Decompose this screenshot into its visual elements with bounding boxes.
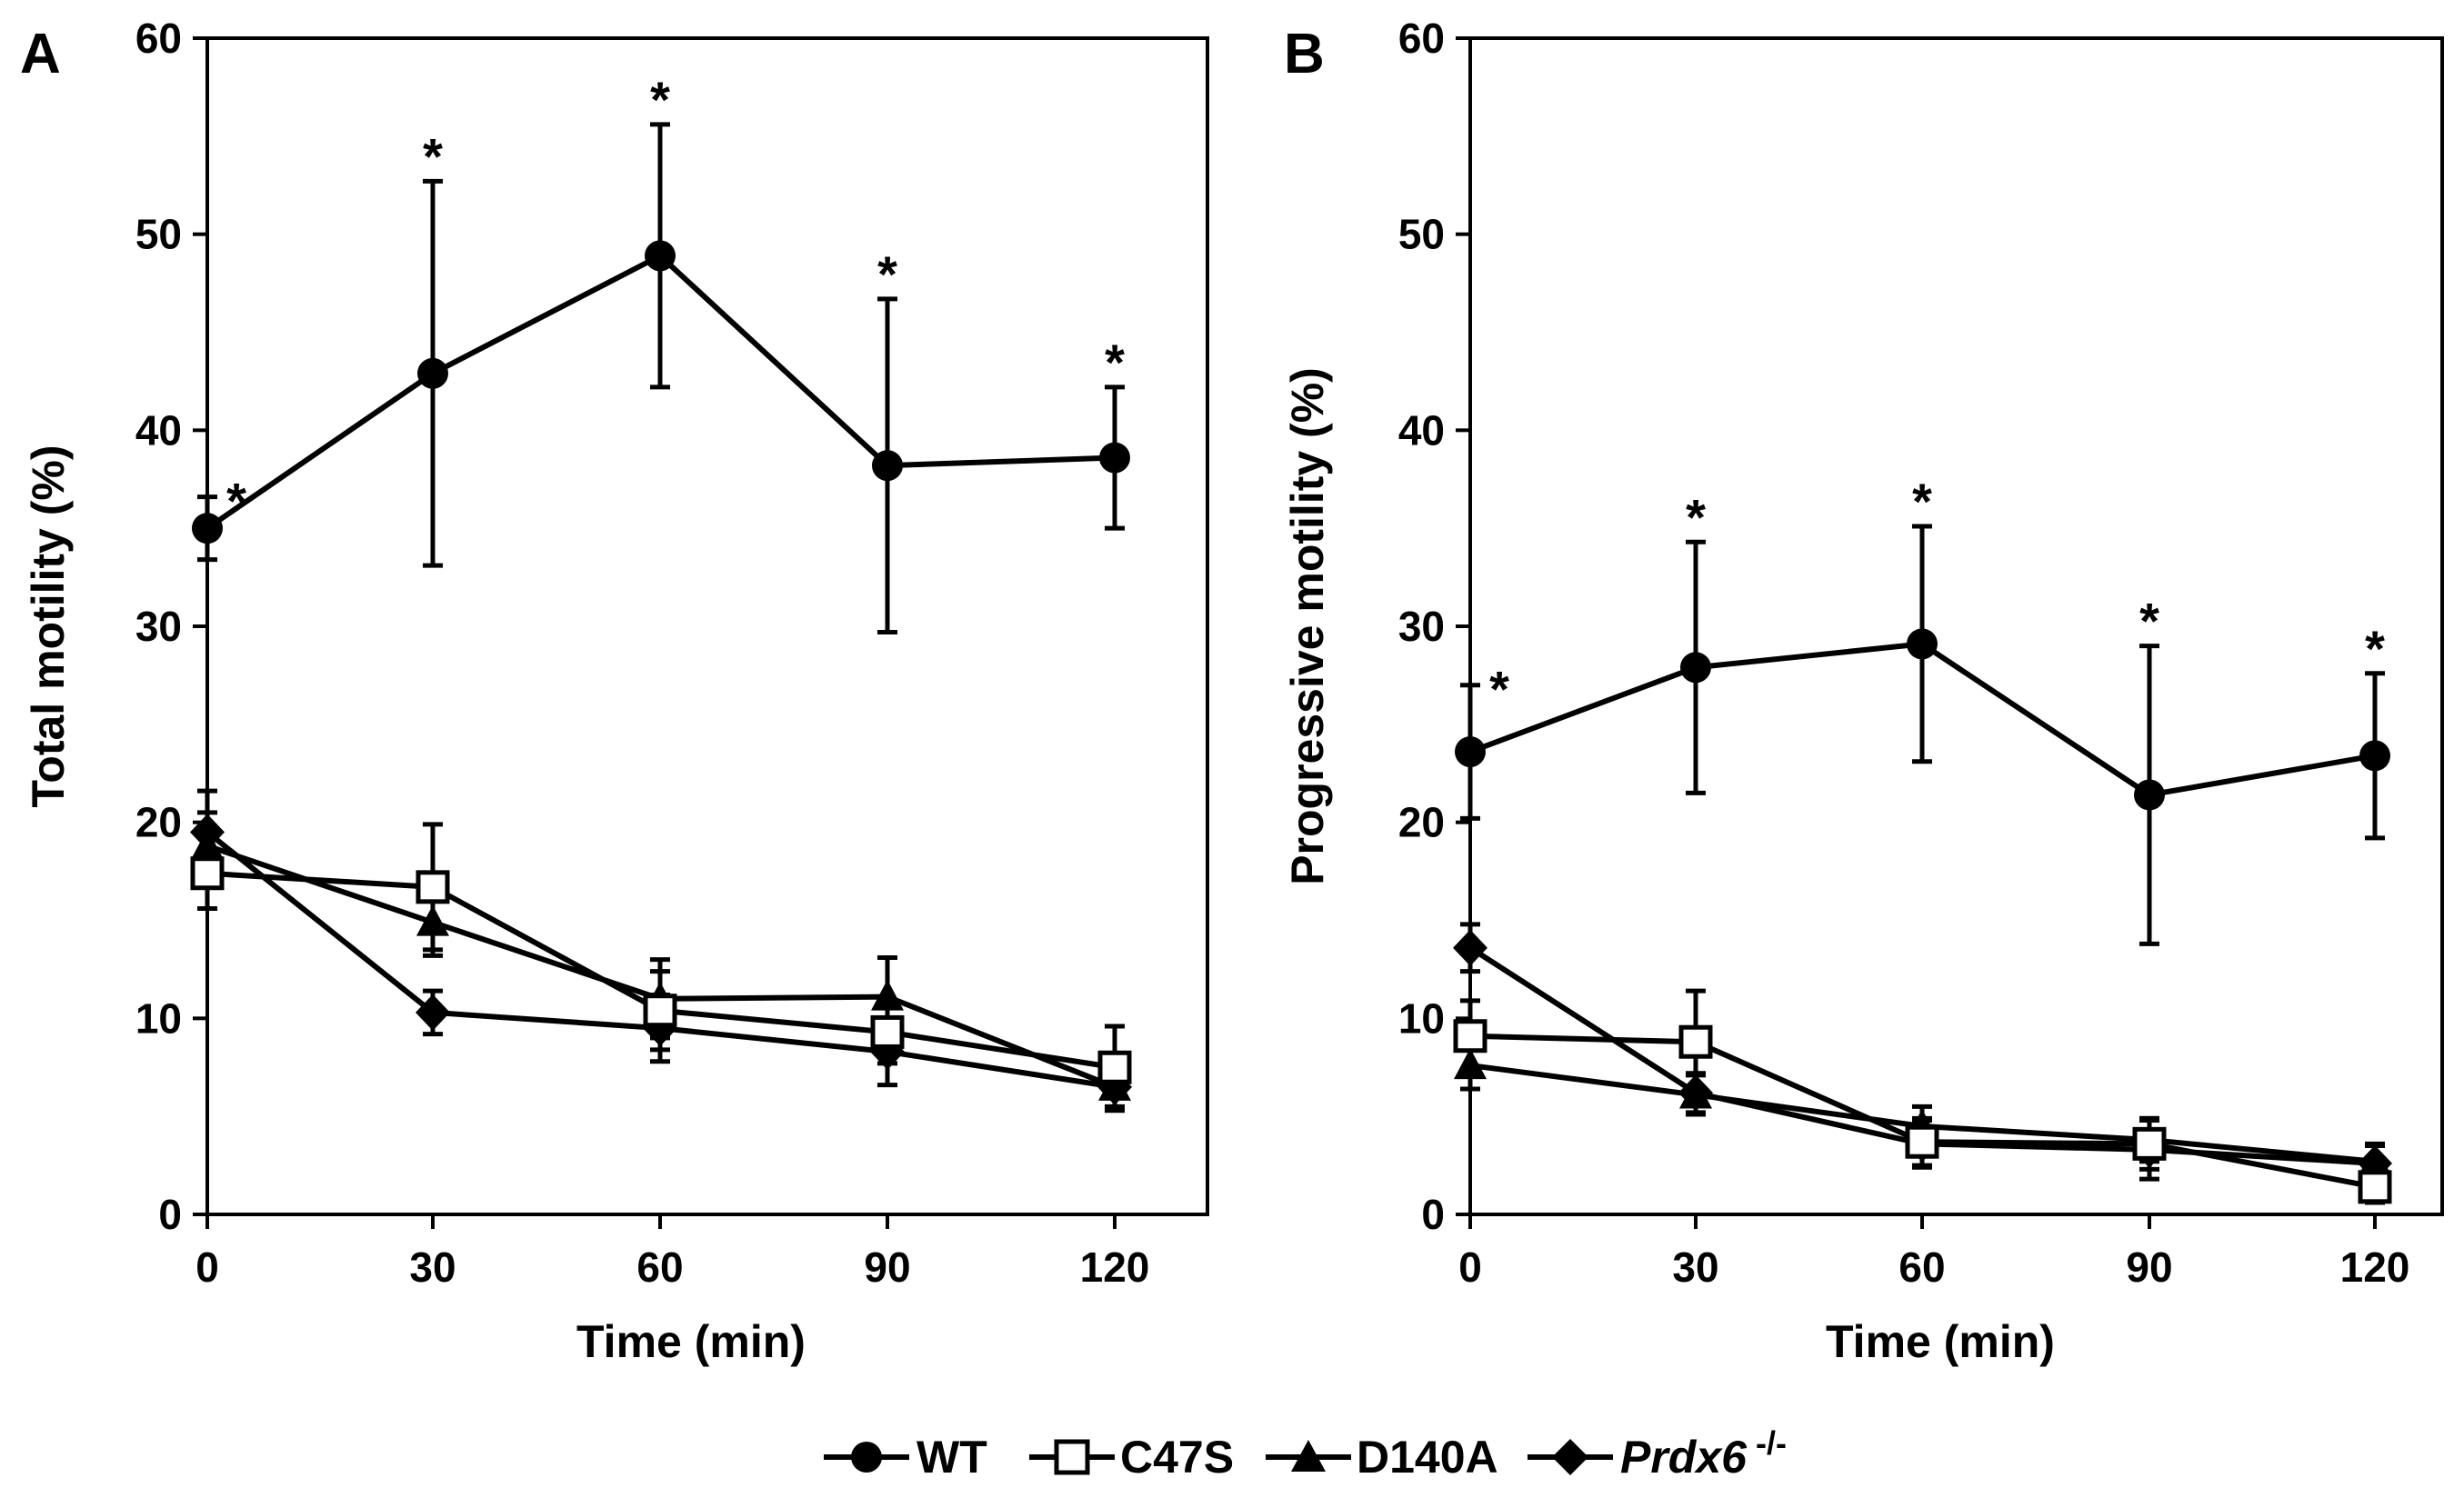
panel-b-y-tick-label: 60 [1398, 15, 1445, 62]
legend-item-c47s: C47S [1029, 1432, 1234, 1483]
panel-b-significance-star: * [1489, 661, 1509, 718]
panel-b-wt-point [1907, 628, 1938, 660]
panel-b-prdx6-point [1453, 929, 1487, 966]
legend-item-d140a: D140A [1266, 1432, 1498, 1483]
legend-item-wt: WT [824, 1432, 987, 1483]
legend-label-prdx6: Prdx6 -/- [1620, 1424, 1787, 1483]
legend-prdx6-gene: Prdx6 [1620, 1432, 1748, 1483]
panel-a: A 0 10 20 30 40 50 60 0 30 60 90 120 * * * * * Time (mi… [20, 15, 1209, 1367]
panel-a-c47s-point [1097, 1050, 1132, 1084]
panel-b-c47s-point [2358, 1170, 2392, 1204]
legend-label-c47s: C47S [1120, 1432, 1234, 1483]
panel-a-significance-star: * [877, 245, 897, 303]
panel-b-significance-stars: * * * * * [1489, 473, 2385, 718]
panel-a-y-tick-label: 0 [158, 1191, 182, 1238]
panel-a-y-tick-label: 30 [135, 603, 182, 650]
panel-a-c47s-point [416, 870, 450, 904]
panel-a-significance-star: * [226, 473, 246, 530]
panel-a-c47s-point [643, 994, 677, 1028]
panel-a-y-tick-label: 40 [135, 406, 182, 454]
panel-a-x-tick-label: 0 [195, 1243, 219, 1291]
panel-a-wt-point [872, 450, 903, 482]
panel-b-c47s-point [1453, 1019, 1487, 1054]
panel-a-x-tick-label: 120 [1080, 1243, 1150, 1291]
panel-b-d140a-point [2359, 1143, 2391, 1175]
panel-a-wt-point [645, 240, 676, 272]
panel-b-significance-star: * [1912, 473, 1932, 530]
panel-b-y-tick-label: 30 [1398, 603, 1445, 650]
panel-b-series [1453, 524, 2392, 1205]
legend-c47s-square-marker [1054, 1439, 1090, 1475]
panel-a-y-tick-label: 50 [135, 211, 182, 258]
panel-b-y-tick-label: 40 [1398, 406, 1445, 454]
panel-b-wt-point [2134, 779, 2165, 811]
panel-b-y-tick-label: 50 [1398, 211, 1445, 258]
panel-b-x-tick-label: 0 [1458, 1243, 1482, 1291]
panel-a-x-tick-label: 90 [864, 1243, 910, 1291]
panel-b-y-tick-label: 10 [1398, 994, 1445, 1042]
panel-a-ticks: 0 10 20 30 40 50 60 0 30 60 90 120 [135, 15, 1150, 1291]
panel-b-letter: B [1284, 23, 1325, 85]
panel-b-significance-star: * [2365, 620, 2385, 677]
panel-a-wt-point [192, 513, 223, 544]
panel-a-letter: A [20, 23, 61, 85]
panel-b-x-tick-label: 120 [2340, 1243, 2410, 1291]
panel-a-y-tick-label: 60 [135, 15, 182, 62]
panel-a-c47s-point [190, 856, 225, 891]
panel-b-y-tick-label: 0 [1421, 1191, 1445, 1238]
panel-a-x-tick-label: 60 [636, 1243, 683, 1291]
panel-b: B 0 10 20 30 40 50 60 0 30 60 90 120 * * * * * Time (mi… [1282, 15, 2444, 1367]
panel-b-c47s-point [1905, 1124, 1939, 1159]
panel-b-x-tick-label: 60 [1898, 1243, 1945, 1291]
panel-b-significance-star: * [1686, 488, 1706, 545]
panel-b-x-tick-label: 30 [1672, 1243, 1718, 1291]
legend-d140a-triangle-marker [1291, 1440, 1326, 1472]
panel-a-wt-point [417, 357, 448, 389]
panel-b-y-tick-label: 20 [1398, 799, 1445, 846]
panel-b-wt-point [1680, 652, 1711, 684]
panel-a-y-tick-label: 10 [135, 994, 182, 1042]
panel-a-significance-star: * [1105, 334, 1125, 391]
legend-label-d140a: D140A [1357, 1432, 1498, 1483]
panel-b-y-axis-title: Progressive motility (%) [1282, 367, 1333, 885]
legend-prdx6-diamond-marker [1552, 1439, 1588, 1475]
panel-a-prdx6-point [416, 994, 450, 1031]
panel-b-x-tick-label: 90 [2126, 1243, 2172, 1291]
legend-label-wt: WT [916, 1432, 987, 1483]
panel-a-significance-stars: * * * * * [226, 71, 1125, 530]
panel-a-significance-star: * [650, 71, 670, 128]
legend-item-prdx6: Prdx6 -/- [1527, 1424, 1787, 1483]
panel-a-wt-point [1099, 442, 1130, 474]
panel-b-x-axis-title: Time (min) [1826, 1316, 2055, 1367]
panel-b-ticks: 0 10 20 30 40 50 60 0 30 60 90 120 [1398, 15, 2410, 1291]
panel-b-significance-star: * [2139, 593, 2159, 650]
panel-a-x-axis-title: Time (min) [576, 1316, 806, 1367]
panel-a-y-tick-label: 20 [135, 799, 182, 846]
panel-a-c47s-point [870, 1014, 905, 1049]
panel-a-significance-star: * [423, 127, 443, 185]
panel-a-y-axis-title: Total motility (%) [23, 444, 74, 807]
legend-wt-circle-marker [851, 1442, 882, 1473]
panel-b-c47s-point [2132, 1126, 2167, 1161]
panel-a-plot-frame [205, 36, 1209, 1216]
panel-a-series [190, 122, 1132, 1114]
panel-b-c47s-point [1678, 1024, 1713, 1059]
panel-b-wt-point [1455, 736, 1486, 768]
legend-prdx6-superscript: -/- [1756, 1424, 1787, 1462]
legend: WT C47S D140A Prdx6 -/- [824, 1424, 1787, 1483]
panel-a-x-tick-label: 30 [409, 1243, 456, 1291]
panel-b-wt-point [2359, 740, 2390, 772]
